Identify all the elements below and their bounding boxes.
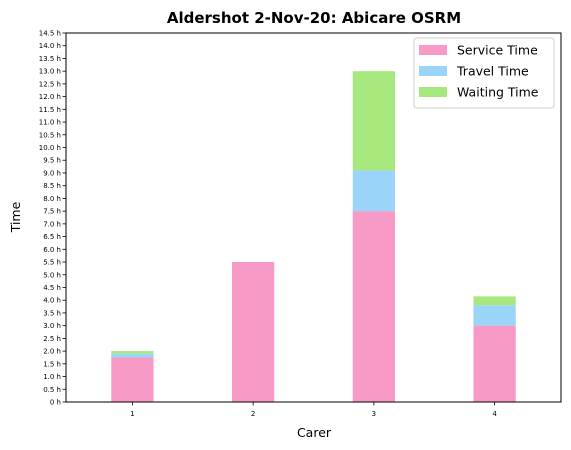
- x-axis-label: Carer: [297, 425, 332, 440]
- plot-frame: [65, 32, 562, 403]
- bar-carer-4-series-0: [473, 325, 516, 402]
- y-tick-label: 14.0 h: [39, 42, 61, 50]
- y-tick-label: 5.5 h: [43, 259, 61, 267]
- y-tick-label: 2.0 h: [43, 348, 61, 356]
- y-tick-label: 11.5 h: [39, 106, 61, 114]
- legend-label: Waiting Time: [457, 85, 539, 100]
- y-tick-label: 13.0 h: [39, 68, 61, 76]
- y-tick-label: 3.5 h: [43, 309, 61, 317]
- x-tick-label: 3: [372, 410, 376, 418]
- y-tick-label: 3.0 h: [43, 322, 61, 330]
- y-tick-label: 10.5 h: [39, 131, 61, 139]
- y-tick-label: 1.5 h: [43, 360, 61, 368]
- y-tick-label: 10.0 h: [39, 144, 61, 152]
- bars-layer: [111, 71, 516, 402]
- x-tick-label: 1: [130, 410, 134, 418]
- y-tick-label: 7.0 h: [43, 220, 61, 228]
- bar-carer-2-series-0: [232, 262, 275, 402]
- chart-title: Aldershot 2-Nov-20: Abicare OSRM: [167, 9, 461, 27]
- legend-swatch: [419, 87, 447, 97]
- bar-carer-3-series-0: [352, 211, 395, 402]
- y-tick-label: 0.5 h: [43, 386, 61, 394]
- bar-carer-1-series-0: [111, 357, 154, 402]
- x-axis-ticks: 1 2 3 4: [130, 402, 497, 418]
- y-axis-ticks: 0 h 0.5 h 1.0 h 1.5 h 2.0 h 2.5 h 3.0 h 3.5 h 4.…: [39, 30, 66, 407]
- y-tick-label: 6.0 h: [43, 246, 61, 254]
- bar-carer-4-series-2: [473, 296, 516, 306]
- legend-swatch: [419, 45, 447, 55]
- y-tick-label: 12.0 h: [39, 93, 61, 101]
- y-tick-label: 7.5 h: [43, 208, 61, 216]
- legend-label: Service Time: [457, 43, 538, 58]
- y-tick-label: 5.0 h: [43, 271, 61, 279]
- y-tick-label: 1.0 h: [43, 373, 61, 381]
- y-tick-label: 9.5 h: [43, 157, 61, 165]
- y-tick-label: 2.5 h: [43, 335, 61, 343]
- legend-frame: [413, 37, 555, 109]
- y-tick-label: 4.5 h: [43, 284, 61, 292]
- bar-carer-3-series-1: [352, 170, 395, 212]
- y-tick-label: 8.5 h: [43, 182, 61, 190]
- x-tick-label: 4: [492, 410, 497, 418]
- y-tick-label: 6.5 h: [43, 233, 61, 241]
- y-tick-label: 9.0 h: [43, 169, 61, 177]
- y-axis-label: Time: [8, 201, 23, 233]
- bar-carer-3-series-2: [352, 71, 395, 171]
- y-tick-label: 14.5 h: [39, 30, 61, 38]
- legend-swatch: [419, 66, 447, 76]
- y-tick-label: 8.0 h: [43, 195, 61, 203]
- y-tick-label: 13.5 h: [39, 55, 61, 63]
- bar-carer-1-series-2: [111, 351, 154, 354]
- legend-label: Travel Time: [456, 64, 529, 79]
- x-tick-label: 2: [251, 410, 255, 418]
- y-tick-label: 0 h: [50, 399, 61, 407]
- legend: Service Time Travel Time Waiting Time: [413, 37, 555, 109]
- y-tick-label: 11.0 h: [39, 119, 61, 127]
- bar-carer-4-series-1: [473, 305, 516, 326]
- y-tick-label: 4.0 h: [43, 297, 61, 305]
- bar-carer-1-series-1: [111, 353, 154, 358]
- y-tick-label: 12.5 h: [39, 80, 61, 88]
